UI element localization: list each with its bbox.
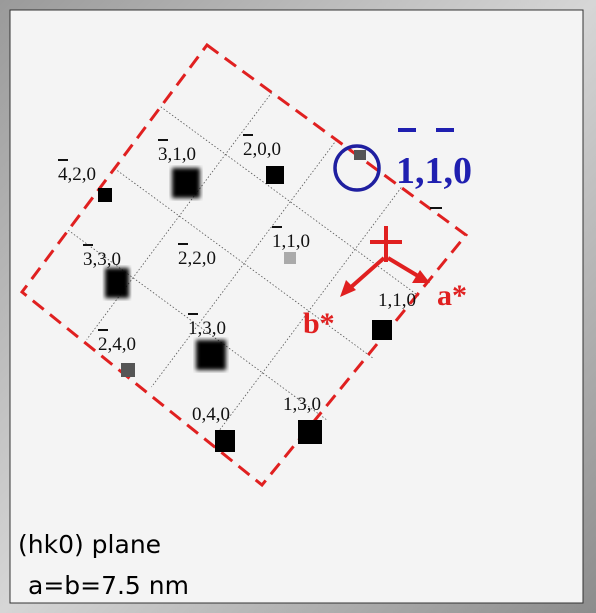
spot bbox=[298, 420, 322, 444]
spot bbox=[196, 340, 226, 370]
a-label: a* bbox=[437, 279, 467, 312]
spot bbox=[372, 320, 392, 340]
spot-label: 4,2,0 bbox=[58, 164, 96, 185]
b-label: b* bbox=[303, 307, 335, 340]
spot bbox=[215, 430, 235, 452]
caption-plane: (hk0) plane bbox=[18, 530, 161, 559]
spot bbox=[98, 188, 112, 202]
spot-label: 2,0,0 bbox=[243, 139, 281, 160]
spot bbox=[266, 166, 284, 184]
spot bbox=[284, 252, 296, 264]
spot bbox=[121, 363, 135, 377]
spot-label: 2,4,0 bbox=[98, 334, 136, 355]
page: 4,2,0 3,1,0 2,0,0 3,3,0 2,2,0 1,1,0 1,1,… bbox=[0, 0, 596, 613]
spot-label: 0,4,0 bbox=[192, 404, 230, 425]
spot bbox=[105, 268, 129, 298]
spot-label: 1,1,0 bbox=[272, 231, 310, 252]
pattern-area bbox=[10, 10, 583, 603]
spot bbox=[354, 150, 366, 160]
spot-label: 1,3,0 bbox=[283, 394, 321, 415]
spot bbox=[172, 168, 200, 198]
figure: 4,2,0 3,1,0 2,0,0 3,3,0 2,2,0 1,1,0 1,1,… bbox=[0, 0, 596, 613]
spot-label: 1,1,0 bbox=[378, 290, 416, 311]
spot-label: 1,3,0 bbox=[188, 318, 226, 339]
highlight-label: 1,1,0 bbox=[396, 150, 472, 192]
spot-label: 3,1,0 bbox=[158, 144, 196, 165]
caption-lattice: a=b=7.5 nm bbox=[28, 571, 189, 600]
spot-label: 3,3,0 bbox=[83, 249, 121, 270]
spot-label: 2,2,0 bbox=[178, 248, 216, 269]
